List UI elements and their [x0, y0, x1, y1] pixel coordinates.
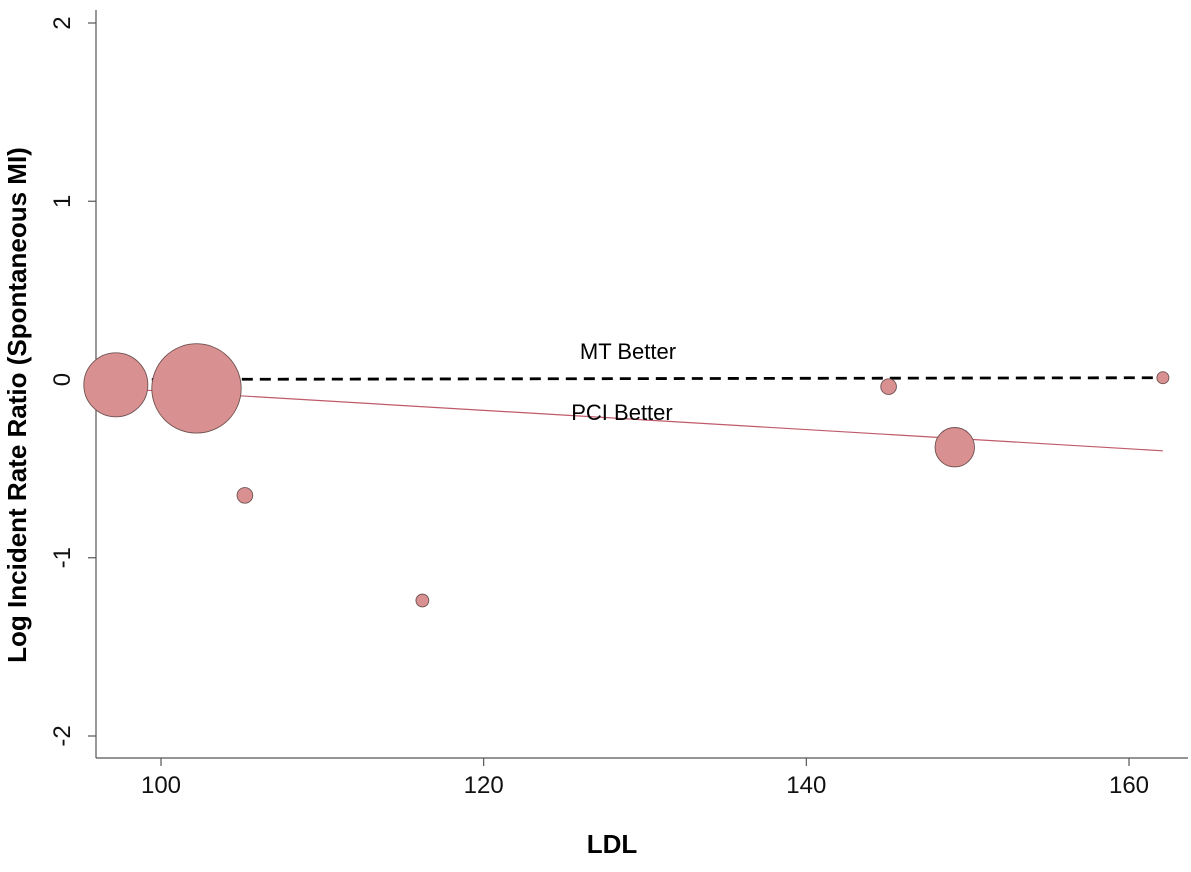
data-point: [151, 343, 242, 434]
x-tick-label: 160: [1109, 772, 1149, 799]
y-tick-label: 2: [49, 16, 76, 29]
y-tick-label: -1: [49, 547, 76, 568]
fit-line: [115, 387, 1163, 452]
y-tick-label: 1: [49, 195, 76, 208]
data-point: [880, 378, 897, 395]
data-point: [415, 593, 430, 608]
lines: [115, 376, 1163, 452]
y-axis-title: Log Incident Rate Ratio (Spontaneous MI): [2, 147, 32, 663]
x-axis-title: LDL: [587, 829, 638, 859]
x-tick-label: 120: [464, 772, 504, 799]
data-point: [83, 352, 149, 418]
data-point: [1156, 371, 1170, 385]
y-tick-label: 0: [49, 373, 76, 386]
ticks: 100 120 140 160 -2 -1 0 1 2: [49, 16, 1149, 799]
data-point: [934, 427, 975, 468]
annotation-mt-better: MT Better: [580, 339, 676, 364]
x-tick-label: 140: [786, 772, 826, 799]
axes: [95, 10, 1188, 759]
annotation-pci-better: PCI Better: [571, 400, 672, 425]
y-tick-label: -2: [49, 725, 76, 746]
data-point: [236, 487, 254, 504]
x-tick-label: 100: [141, 772, 181, 799]
points: [83, 343, 1170, 608]
reference-line: [115, 376, 1163, 381]
